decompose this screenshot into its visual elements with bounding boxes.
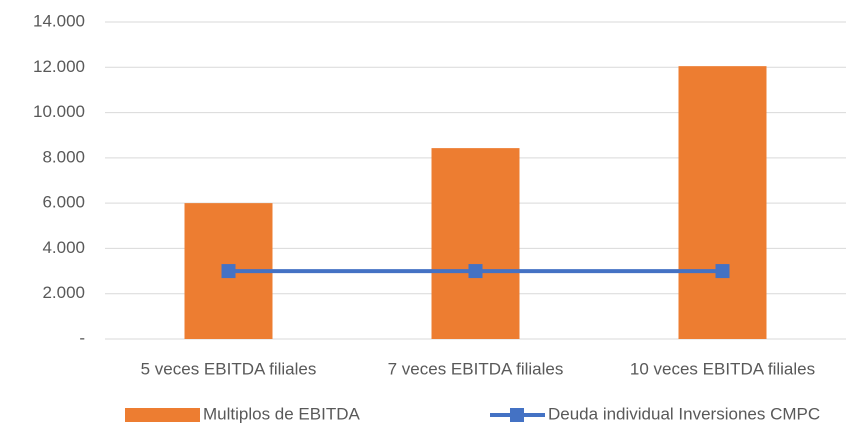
- line-marker: [221, 264, 236, 279]
- line-marker: [715, 264, 730, 279]
- legend-swatch: [125, 408, 200, 422]
- legend-marker: [510, 408, 524, 422]
- x-tick-label: 10 veces EBITDA filiales: [630, 359, 815, 378]
- x-tick-label: 7 veces EBITDA filiales: [388, 359, 564, 378]
- legend-label: Deuda individual Inversiones CMPC: [548, 404, 820, 423]
- y-tick-label: 14.000: [33, 11, 85, 30]
- x-tick-label: 5 veces EBITDA filiales: [141, 359, 317, 378]
- y-tick-label: 6.000: [42, 193, 85, 212]
- line-marker: [468, 264, 483, 279]
- bar: [678, 66, 767, 340]
- legend-label: Multiplos de EBITDA: [203, 404, 360, 423]
- y-tick-label: 12.000: [33, 57, 85, 76]
- y-tick-label: 10.000: [33, 102, 85, 121]
- y-tick-label: 4.000: [42, 238, 85, 257]
- bar: [431, 148, 520, 339]
- y-tick-label: 8.000: [42, 147, 85, 166]
- y-tick-label: -: [79, 328, 85, 347]
- y-tick-label: 2.000: [42, 283, 85, 302]
